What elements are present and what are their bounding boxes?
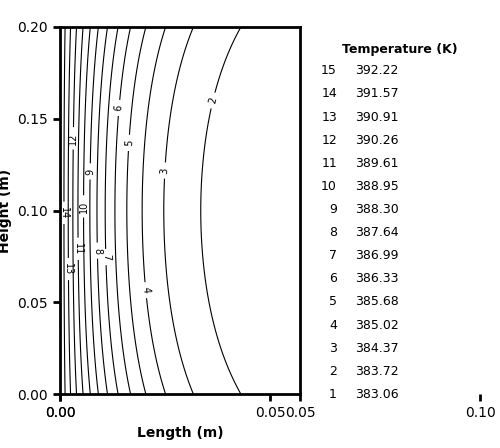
Text: 9: 9 [329,203,337,216]
Text: 387.64: 387.64 [355,226,399,239]
Text: 388.95: 388.95 [355,180,399,193]
Text: 384.37: 384.37 [355,342,399,355]
Text: 10: 10 [78,200,88,212]
Text: 383.72: 383.72 [355,365,399,378]
Text: 14: 14 [321,87,337,100]
Text: 6: 6 [114,104,124,112]
Text: 391.57: 391.57 [355,87,399,100]
Text: 15: 15 [321,64,337,78]
Text: 5: 5 [329,295,337,309]
Text: 392.22: 392.22 [355,64,399,78]
Text: 4: 4 [329,319,337,332]
Text: 389.61: 389.61 [355,157,399,170]
Text: 2: 2 [329,365,337,378]
Text: 1: 1 [329,388,337,401]
Text: 10: 10 [321,180,337,193]
Text: 11: 11 [73,243,83,255]
X-axis label: Length (m): Length (m) [136,426,224,439]
Text: 3: 3 [160,167,170,174]
Text: 390.91: 390.91 [355,111,399,124]
Text: 390.26: 390.26 [355,134,399,146]
Text: 3: 3 [329,342,337,355]
Text: 11: 11 [321,157,337,170]
Text: 386.99: 386.99 [355,249,399,262]
Text: 13: 13 [64,263,74,275]
Y-axis label: Height (m): Height (m) [0,168,12,253]
Text: 6: 6 [329,272,337,285]
Text: 7: 7 [101,254,111,260]
Text: Temperature (K): Temperature (K) [342,43,458,56]
Text: 12: 12 [321,134,337,146]
Text: 12: 12 [68,132,78,145]
Text: 386.33: 386.33 [355,272,399,285]
Text: 2: 2 [208,96,218,105]
Text: 14: 14 [59,207,69,219]
Text: 385.02: 385.02 [355,319,399,332]
Text: 8: 8 [329,226,337,239]
Text: 5: 5 [124,139,134,146]
Text: 8: 8 [92,247,102,254]
Text: 9: 9 [85,168,95,175]
Text: 385.68: 385.68 [355,295,399,309]
Text: 388.30: 388.30 [355,203,399,216]
Text: 383.06: 383.06 [355,388,399,401]
Text: 4: 4 [140,287,151,294]
Text: 7: 7 [329,249,337,262]
Text: 13: 13 [321,111,337,124]
